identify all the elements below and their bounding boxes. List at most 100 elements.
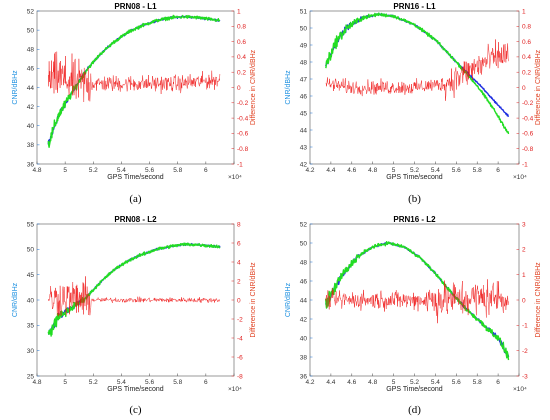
- x-exponent-label: ×10⁴: [513, 386, 527, 393]
- y-right-tick-label: 6: [237, 240, 241, 247]
- y-left-tick-label: 42: [300, 161, 308, 168]
- y-right-tick-label: -0.6: [237, 131, 249, 138]
- y-right-tick-label: 0.8: [237, 24, 246, 31]
- series-line-3: [325, 39, 509, 102]
- x-tick-label: 5.8: [473, 167, 482, 174]
- x-tick-label: 4.8: [368, 167, 377, 174]
- y-right-axis-label: Difference in CNR/dBHz: [250, 49, 257, 125]
- chart-title: PRN08 - L2: [114, 215, 157, 224]
- x-tick-label: 5: [63, 167, 67, 174]
- x-tick-label: 5.2: [89, 379, 98, 386]
- x-axis-label: GPS Time/second: [386, 174, 443, 181]
- x-tick-label: 5.4: [117, 379, 126, 386]
- y-left-tick-label: 36: [300, 373, 308, 380]
- y-left-tick-label: 45: [27, 272, 35, 279]
- x-tick-label: 5.2: [89, 167, 98, 174]
- y-right-tick-label: -0.2: [237, 100, 249, 107]
- y-right-tick-label: 4: [237, 259, 241, 266]
- x-axis-label: GPS Time/second: [386, 386, 443, 393]
- panel-caption: (b): [408, 193, 421, 205]
- x-axis-label: GPS Time/second: [107, 386, 164, 393]
- y-right-tick-label: 0.2: [522, 70, 531, 77]
- y-right-tick-label: 1: [522, 8, 526, 15]
- y-left-tick-label: 42: [300, 316, 308, 323]
- y-left-tick-label: 48: [300, 59, 308, 66]
- y-right-tick-label: 0: [237, 85, 241, 92]
- y-right-tick-label: 0.4: [237, 54, 246, 61]
- x-tick-label: 5.8: [473, 379, 482, 386]
- y-left-tick-label: 43: [300, 144, 308, 151]
- x-tick-label: 5.8: [173, 379, 182, 386]
- y-right-tick-label: -0.8: [237, 146, 249, 153]
- x-tick-label: 5: [63, 379, 67, 386]
- y-left-tick-label: 49: [300, 42, 308, 49]
- chart-panel-1: PRN08 - L1 4.8 5 5.2 5.4 5.6 5.8 6 ×10⁴ GPS Time/…: [12, 2, 257, 205]
- y-left-tick-label: 46: [300, 93, 308, 100]
- y-right-tick-label: 0.8: [522, 24, 531, 31]
- y-left-axis-label: CNR/dBHz: [12, 282, 19, 317]
- y-right-tick-label: 8: [237, 221, 241, 228]
- y-right-tick-label: -4: [237, 335, 243, 342]
- y-left-tick-label: 45: [300, 110, 308, 117]
- y-right-tick-label: -3: [522, 373, 528, 380]
- y-left-tick-label: 47: [300, 76, 308, 83]
- x-tick-label: 4.2: [305, 167, 314, 174]
- y-right-tick-label: 0.6: [237, 39, 246, 46]
- y-right-tick-label: 0.4: [522, 54, 531, 61]
- y-right-axis-label: Difference in CNR/dBHz: [535, 262, 542, 338]
- y-right-axis-label: Difference in CNR/dBHz: [250, 262, 257, 338]
- y-right-tick-label: -2: [522, 348, 528, 355]
- x-tick-label: 6: [496, 167, 500, 174]
- x-tick-label: 4.2: [305, 379, 314, 386]
- y-left-axis-label: CNR/dBHz: [285, 70, 292, 105]
- y-left-tick-label: 50: [27, 247, 35, 254]
- panel-caption: (c): [129, 404, 142, 416]
- chart-title: PRN08 - L1: [114, 2, 157, 11]
- y-left-tick-label: 36: [27, 161, 35, 168]
- y-left-tick-label: 25: [27, 373, 35, 380]
- y-left-axis-label: CNR/dBHz: [12, 70, 19, 105]
- y-right-tick-label: -8: [237, 373, 243, 380]
- x-tick-label: 5: [392, 379, 396, 386]
- y-left-tick-label: 42: [27, 104, 35, 111]
- y-right-tick-label: 0: [237, 297, 241, 304]
- y-right-tick-label: -6: [237, 354, 243, 361]
- series-line-2: [325, 12, 510, 135]
- chart-title: PRN16 - L1: [393, 2, 436, 11]
- series-line-2: [47, 14, 221, 149]
- x-tick-label: 5.8: [173, 167, 182, 174]
- y-left-tick-label: 51: [300, 8, 308, 15]
- y-right-tick-label: -1: [522, 161, 528, 168]
- y-right-tick-label: -0.8: [522, 146, 534, 153]
- x-tick-label: 4.4: [326, 167, 335, 174]
- x-tick-label: 5.2: [410, 379, 419, 386]
- y-left-tick-label: 38: [300, 354, 308, 361]
- y-left-tick-label: 55: [27, 221, 35, 228]
- x-tick-label: 4.4: [326, 379, 335, 386]
- x-tick-label: 4.8: [368, 379, 377, 386]
- chart-title: PRN16 - L2: [393, 215, 436, 224]
- x-tick-label: 4.8: [32, 379, 41, 386]
- x-tick-label: 5.6: [452, 167, 461, 174]
- y-left-tick-label: 30: [27, 348, 35, 355]
- y-left-tick-label: 46: [27, 66, 35, 73]
- x-tick-label: 6: [496, 379, 500, 386]
- y-left-tick-label: 40: [300, 335, 308, 342]
- chart-panel-4: PRN16 - L2 4.2 4.4 4.6 4.8 5 5.2 5.4 5.6 5.8 6 ×10⁴…: [285, 215, 542, 416]
- y-left-tick-label: 44: [300, 127, 308, 134]
- y-right-tick-label: 0: [522, 85, 526, 92]
- x-tick-label: 5.6: [452, 379, 461, 386]
- x-tick-label: 5.4: [431, 379, 440, 386]
- y-left-tick-label: 46: [300, 278, 308, 285]
- x-tick-label: 5.2: [410, 167, 419, 174]
- x-tick-label: 5.4: [431, 167, 440, 174]
- y-left-tick-label: 44: [300, 297, 308, 304]
- y-right-tick-label: -0.6: [522, 131, 534, 138]
- x-exponent-label: ×10⁴: [228, 174, 242, 181]
- y-right-tick-label: 1: [237, 8, 241, 15]
- y-left-tick-label: 48: [27, 47, 35, 54]
- x-exponent-label: ×10⁴: [228, 386, 242, 393]
- y-right-tick-label: 0.2: [237, 70, 246, 77]
- x-tick-label: 4.6: [347, 379, 356, 386]
- series-line-2: [47, 242, 221, 337]
